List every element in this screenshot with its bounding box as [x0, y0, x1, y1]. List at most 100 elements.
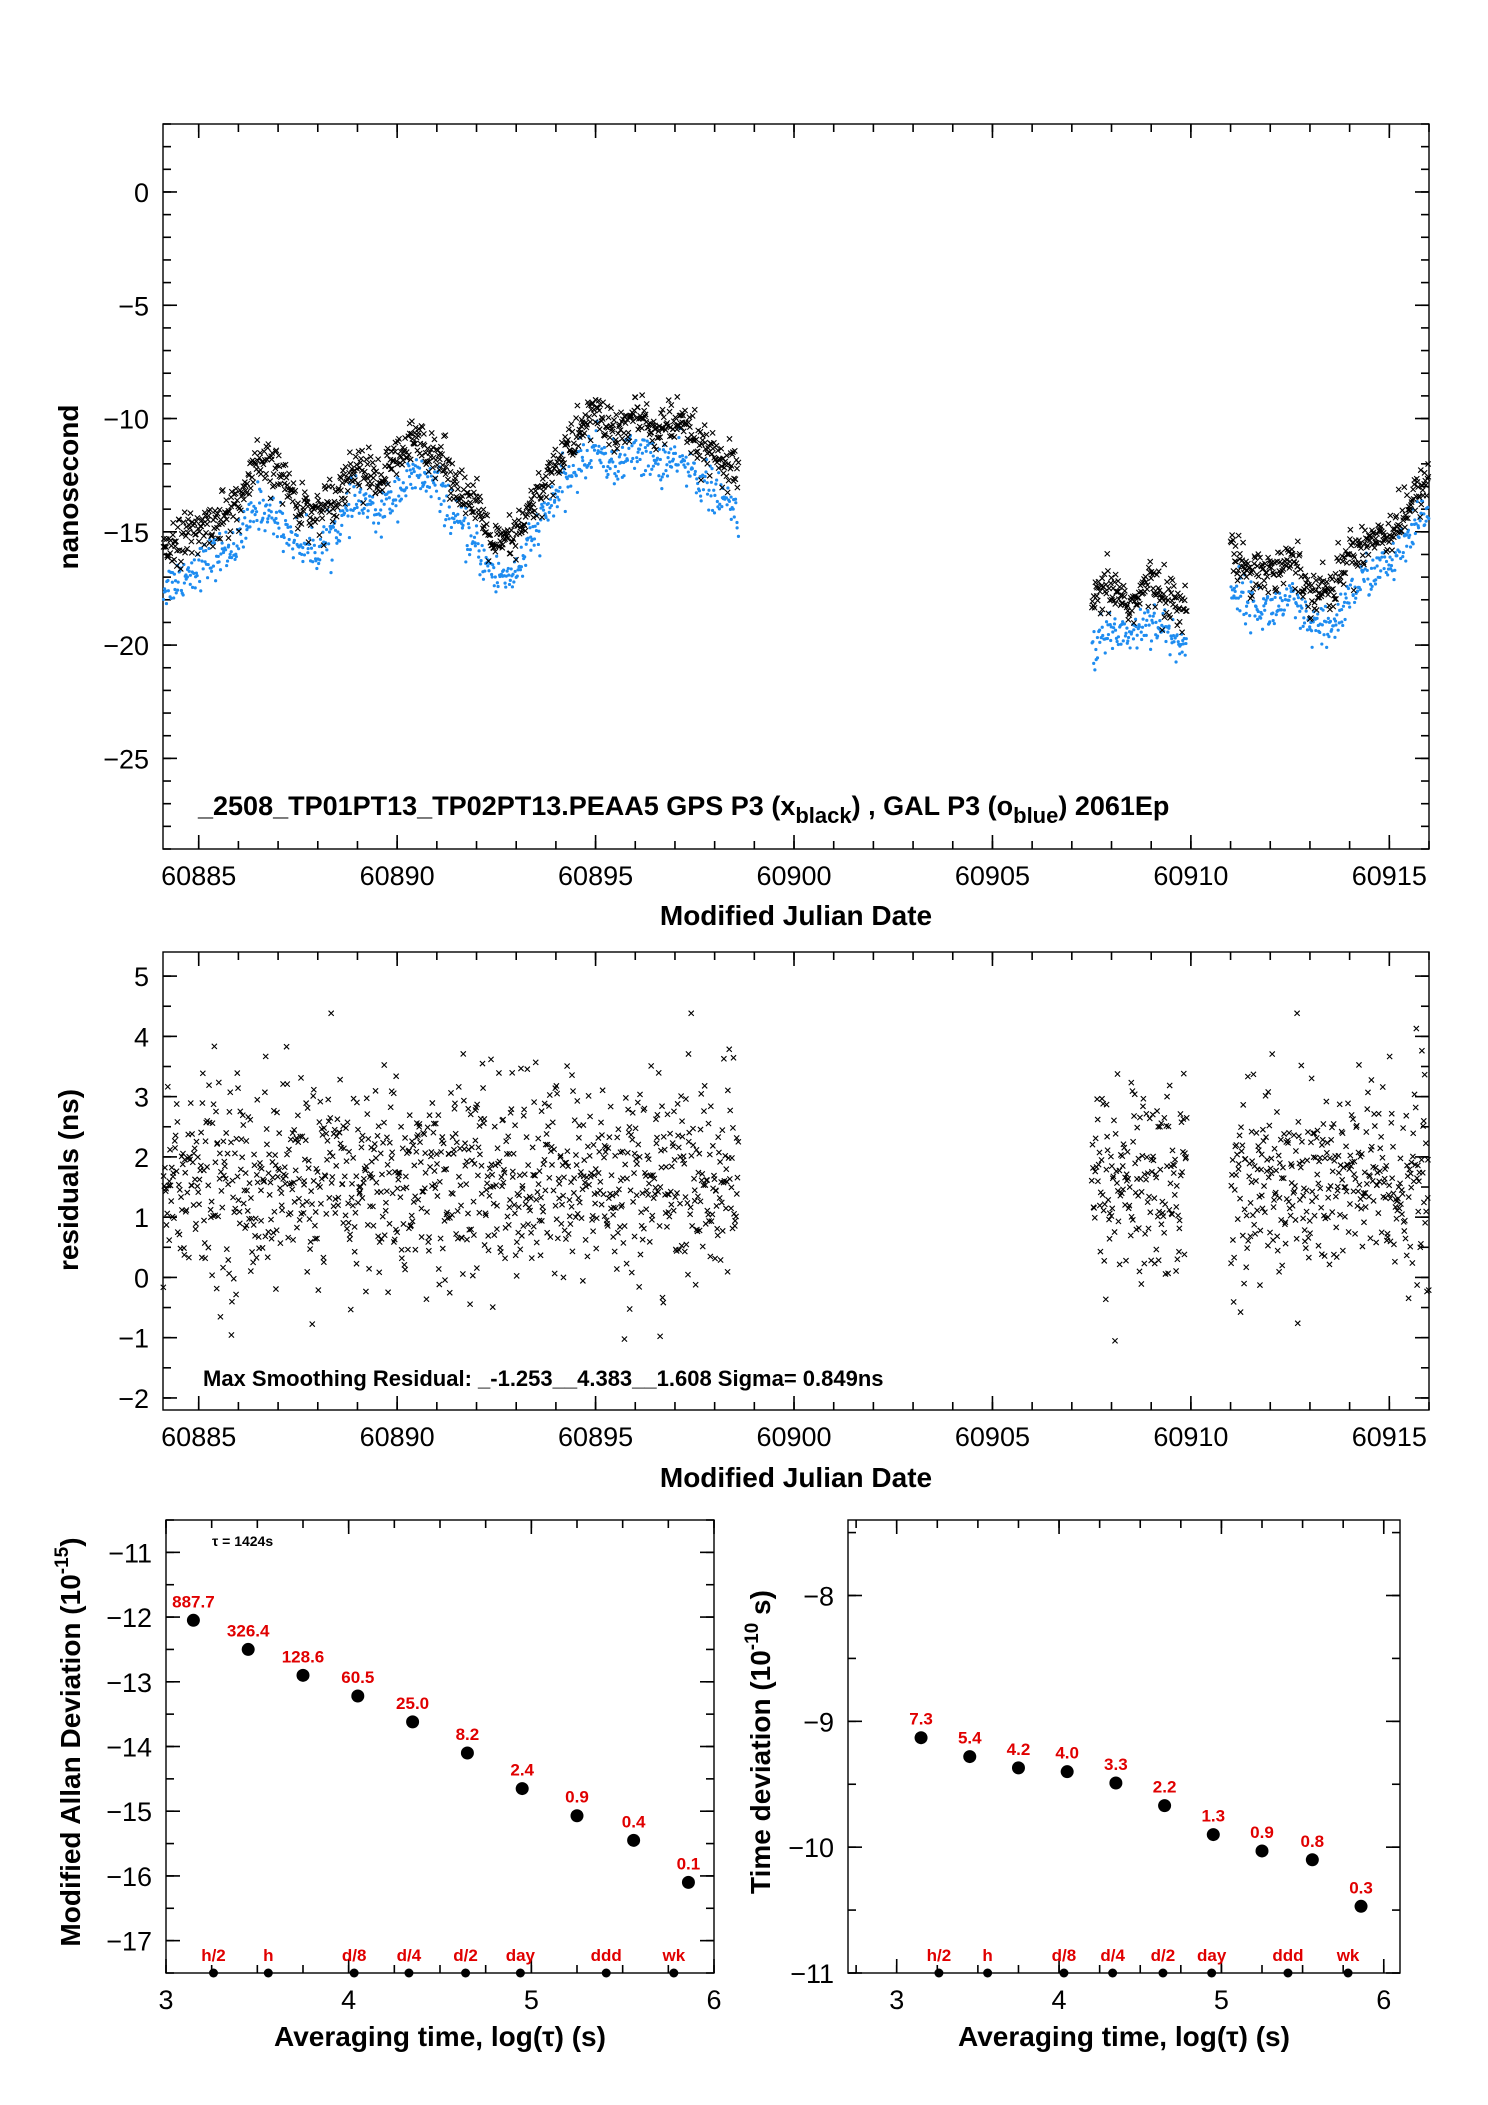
gps-point [315, 497, 322, 504]
gal-point [542, 501, 546, 505]
gps-point [572, 447, 579, 454]
gps-point [686, 414, 693, 421]
tdev-ylabel-sup: -10 [742, 1623, 763, 1650]
residual-point [625, 1106, 632, 1113]
residual-point [1414, 1282, 1421, 1288]
residual-point [1290, 1189, 1297, 1196]
time-deviation-ticks [848, 1520, 1400, 1974]
residual-point [718, 1199, 725, 1206]
gps-point [453, 481, 460, 488]
residual-point [290, 1179, 297, 1186]
residual-point [195, 1189, 202, 1196]
residual-point [1143, 1154, 1150, 1161]
gal-point [642, 438, 646, 442]
gal-point [1143, 611, 1147, 615]
residual-point [1270, 1204, 1277, 1211]
gal-point [1133, 617, 1138, 621]
gps-point [1373, 539, 1380, 546]
adev-time-marker [208, 1968, 218, 1978]
residual-point [726, 1046, 733, 1053]
residual-point [230, 1275, 237, 1282]
residual-point [289, 1186, 296, 1193]
gps-point [231, 501, 238, 508]
gps-point [735, 459, 742, 466]
gps-point [1273, 586, 1280, 593]
gps-point [591, 411, 598, 418]
residual-point [409, 1218, 416, 1225]
gps-point [1347, 526, 1354, 533]
residual-point [332, 1196, 339, 1203]
gps-point [254, 457, 261, 464]
residual-point [475, 1144, 482, 1151]
residual-point [229, 1177, 236, 1184]
gal-point [273, 520, 277, 524]
residual-point [264, 1254, 271, 1261]
residual-point [210, 1212, 217, 1219]
gal-point [413, 486, 417, 490]
gal-point [1337, 621, 1341, 625]
residual-point [1304, 1157, 1311, 1164]
gps-point [1091, 604, 1098, 611]
gal-point [1256, 609, 1260, 614]
residual-point [1315, 1180, 1322, 1187]
residual-point [691, 1197, 698, 1204]
gal-point [317, 561, 321, 566]
residual-point [717, 1158, 724, 1165]
residual-point [1275, 1152, 1282, 1159]
residual-point [209, 1272, 216, 1279]
residual-point [1276, 1159, 1283, 1166]
residual-point [1355, 1149, 1362, 1156]
residual-point [246, 1180, 253, 1187]
gps-point [185, 516, 192, 523]
residual-point [1313, 1194, 1320, 1201]
gps-point [1264, 573, 1271, 580]
gal-point [190, 585, 195, 590]
residual-point [251, 1151, 258, 1158]
residual-point [663, 1223, 670, 1230]
gal-point [1173, 636, 1177, 640]
residual-point [692, 1281, 699, 1288]
gps-point [1240, 539, 1247, 546]
gal-point [295, 533, 299, 538]
gps-point [699, 432, 706, 439]
residual-point [1382, 1166, 1389, 1172]
residual-point [688, 1152, 695, 1159]
residual-point [708, 1218, 715, 1225]
ts-x-tick-label: 60900 [756, 861, 831, 891]
residual-point [348, 1194, 355, 1201]
gal-point [253, 513, 257, 517]
residual-point [1397, 1180, 1404, 1187]
residual-point [690, 1142, 697, 1149]
gal-point [327, 530, 332, 534]
gal-point [597, 444, 601, 448]
residual-point [443, 1166, 450, 1173]
residual-point [1266, 1122, 1273, 1129]
gps-point [499, 541, 506, 548]
gps-point [1230, 537, 1237, 544]
residual-point [707, 1103, 714, 1110]
gal-point [315, 566, 319, 571]
residual-point [553, 1082, 560, 1089]
gps-point [459, 501, 466, 508]
gal-point [1390, 558, 1394, 562]
residual-point [535, 1135, 542, 1142]
residual-point [1300, 1192, 1307, 1199]
gal-point [1244, 604, 1249, 608]
residual-point [1241, 1280, 1248, 1287]
gal-point [584, 476, 588, 480]
gal-point [451, 511, 456, 516]
residual-point [1364, 1106, 1371, 1113]
gal-point [1416, 526, 1421, 530]
gps-point [1236, 550, 1243, 557]
gal-point [413, 464, 417, 468]
residual-point [357, 1183, 364, 1190]
gps-point [475, 507, 482, 514]
residual-point [563, 1159, 570, 1166]
residual-point [512, 1122, 519, 1129]
gal-point [267, 514, 271, 518]
gps-point [364, 475, 371, 481]
residual-point [1228, 1182, 1235, 1189]
gal-point [396, 520, 400, 524]
gal-point [1287, 598, 1291, 602]
gal-point [214, 538, 218, 542]
